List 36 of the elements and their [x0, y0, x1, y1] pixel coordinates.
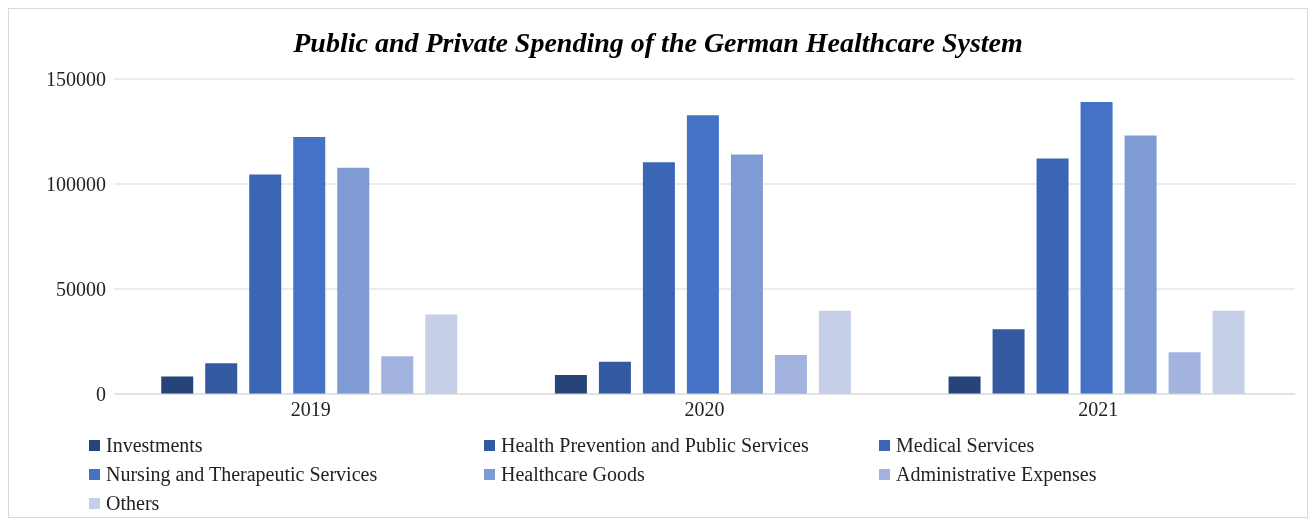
- bar: [730, 154, 763, 394]
- bar: [554, 375, 587, 394]
- legend-label: Administrative Expenses: [896, 463, 1097, 486]
- bar: [1212, 310, 1245, 394]
- legend-label: Healthcare Goods: [501, 463, 645, 486]
- legend-label: Nursing and Therapeutic Services: [106, 463, 378, 486]
- y-tick-label: 0: [96, 383, 106, 406]
- legend-label: Others: [106, 492, 160, 515]
- bar: [774, 354, 807, 394]
- chart-title: Public and Private Spending of the German Healthcare System: [293, 27, 1023, 58]
- bar: [1124, 135, 1157, 394]
- bar: [598, 361, 631, 394]
- legend-label: Medical Services: [896, 434, 1035, 457]
- bar: [948, 376, 981, 394]
- y-tick-label: 100000: [46, 173, 106, 196]
- bar: [381, 356, 414, 394]
- bar: [1036, 158, 1069, 394]
- y-tick-label: 50000: [56, 278, 106, 301]
- legend-label: Health Prevention and Public Services: [501, 434, 809, 457]
- bar: [1168, 352, 1201, 394]
- bar: [249, 174, 282, 394]
- bar: [992, 329, 1025, 394]
- bar: [293, 136, 326, 394]
- bar: [425, 314, 458, 394]
- bar: [642, 162, 675, 394]
- bar: [818, 310, 851, 394]
- bar: [161, 376, 194, 394]
- bar: [1080, 101, 1113, 394]
- bar: [337, 167, 370, 394]
- bar: [686, 115, 719, 394]
- x-tick-label: 2021: [1078, 398, 1119, 421]
- bar: [205, 363, 238, 394]
- x-tick-label: 2019: [290, 398, 331, 421]
- x-tick-label: 2020: [684, 398, 725, 421]
- y-tick-label: 150000: [46, 68, 106, 91]
- legend-label: Investments: [106, 434, 203, 457]
